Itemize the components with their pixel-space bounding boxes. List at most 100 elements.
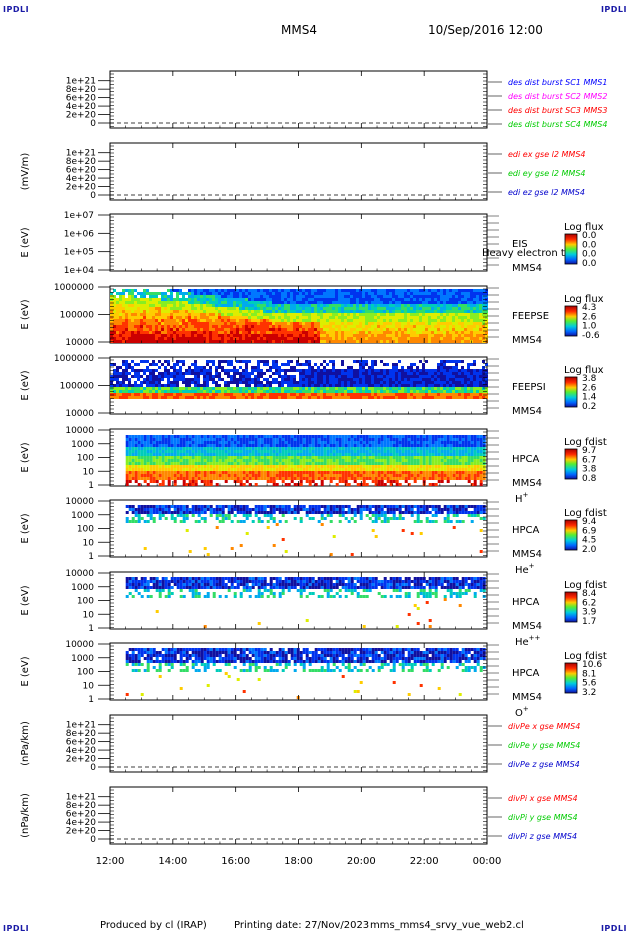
heatmap-cell xyxy=(266,295,269,298)
heatmap-cell xyxy=(206,390,209,393)
heatmap-cell xyxy=(296,289,299,292)
heatmap-cell xyxy=(137,435,141,438)
heatmap-cell xyxy=(284,474,288,477)
heatmap-cell xyxy=(434,396,437,399)
heatmap-cell xyxy=(269,444,273,447)
heatmap-cell xyxy=(341,369,344,372)
heatmap-cell xyxy=(455,363,458,366)
heatmap-cell xyxy=(350,381,353,384)
heatmap-cell xyxy=(380,322,383,325)
heatmap-cell xyxy=(389,375,392,378)
heatmap-cell xyxy=(287,477,291,480)
heatmap-cell xyxy=(290,396,293,399)
heatmap-cell xyxy=(284,393,287,396)
heatmap-cell xyxy=(338,316,341,319)
heatmap-cell xyxy=(482,304,485,307)
heatmap-cell xyxy=(257,441,261,444)
heatmap-cell xyxy=(293,387,296,390)
heatmap-cell xyxy=(377,396,380,399)
heatmap-cell xyxy=(278,322,281,325)
heatmap-cell xyxy=(233,307,236,310)
y-tick-label: 1e+21 xyxy=(66,149,96,159)
heatmap-cell xyxy=(284,340,287,343)
heatmap-cell xyxy=(140,471,144,474)
heatmap-cell xyxy=(299,381,302,384)
heatmap-cell xyxy=(275,444,279,447)
heatmap-cell xyxy=(290,456,294,459)
heatmap-cell xyxy=(377,301,380,304)
heatmap-cell xyxy=(284,477,288,480)
heatmap-cell xyxy=(452,384,455,387)
heatmap-cell xyxy=(161,301,164,304)
heatmap-cell xyxy=(425,307,428,310)
heatmap-cell xyxy=(224,465,228,468)
heatmap-cell xyxy=(209,319,212,322)
heatmap-cell xyxy=(446,331,449,334)
heatmap-cell xyxy=(257,396,260,399)
heatmap-cell xyxy=(485,387,488,390)
heatmap-cell xyxy=(389,298,392,301)
heatmap-cell xyxy=(176,292,179,295)
heatmap-cell xyxy=(194,378,197,381)
heatmap-cell xyxy=(419,396,422,399)
heatmap-cell xyxy=(113,384,116,387)
heatmap-cell xyxy=(164,307,167,310)
heatmap-cell xyxy=(146,331,149,334)
heatmap-cell xyxy=(389,334,392,337)
legend-des_dist: des dist burst SC1 MMS1 xyxy=(508,78,607,87)
heatmap-cell xyxy=(428,319,431,322)
heatmap-cell xyxy=(224,384,227,387)
heatmap-cell xyxy=(305,372,308,375)
heatmap-cell xyxy=(284,438,288,441)
heatmap-cell xyxy=(308,325,311,328)
heatmap-cell xyxy=(320,322,323,325)
heatmap-cell xyxy=(233,396,236,399)
heatmap-cell xyxy=(191,328,194,331)
heatmap-cell xyxy=(311,381,314,384)
heatmap-cell xyxy=(434,337,437,340)
heatmap-cell xyxy=(392,313,395,316)
heatmap-cell xyxy=(176,390,179,393)
heatmap-cell xyxy=(383,301,386,304)
heatmap-cell xyxy=(182,441,186,444)
heatmap-cell xyxy=(218,453,222,456)
heatmap-cell xyxy=(140,441,144,444)
heatmap-cell xyxy=(251,298,254,301)
heatmap-cell xyxy=(197,369,200,372)
heatmap-cell xyxy=(272,340,275,343)
heatmap-cell xyxy=(113,295,116,298)
heatmap-cell xyxy=(305,387,308,390)
heatmap-cell xyxy=(293,396,296,399)
heatmap-cell xyxy=(200,372,203,375)
heatmap-cell xyxy=(452,295,455,298)
heatmap-cell xyxy=(227,325,230,328)
heatmap-cell xyxy=(338,393,341,396)
heatmap-cell xyxy=(341,295,344,298)
heatmap-cell xyxy=(356,322,359,325)
heatmap-cell xyxy=(470,298,473,301)
heatmap-cell xyxy=(254,465,258,468)
heatmap-cell xyxy=(362,322,365,325)
heatmap-cell xyxy=(116,328,119,331)
heatmap-cell xyxy=(476,322,479,325)
heatmap-cell xyxy=(137,438,141,441)
heatmap-cell xyxy=(266,393,269,396)
heatmap-cell xyxy=(290,340,293,343)
heatmap-cell xyxy=(179,441,183,444)
heatmap-cell xyxy=(188,316,191,319)
heatmap-cell xyxy=(248,316,251,319)
heatmap-cell xyxy=(326,319,329,322)
heatmap-cell xyxy=(470,334,473,337)
heatmap-cell xyxy=(245,316,248,319)
heatmap-cell xyxy=(314,316,317,319)
heatmap-cell xyxy=(293,435,297,438)
heatmap-cell xyxy=(110,378,113,381)
heatmap-cell xyxy=(341,384,344,387)
heatmap-cell xyxy=(314,301,317,304)
heatmap-cell xyxy=(401,337,404,340)
heatmap-cell xyxy=(206,310,209,313)
heatmap-cell xyxy=(344,384,347,387)
heatmap-cell xyxy=(446,307,449,310)
heatmap-cell xyxy=(155,453,159,456)
heatmap-cell xyxy=(386,378,389,381)
